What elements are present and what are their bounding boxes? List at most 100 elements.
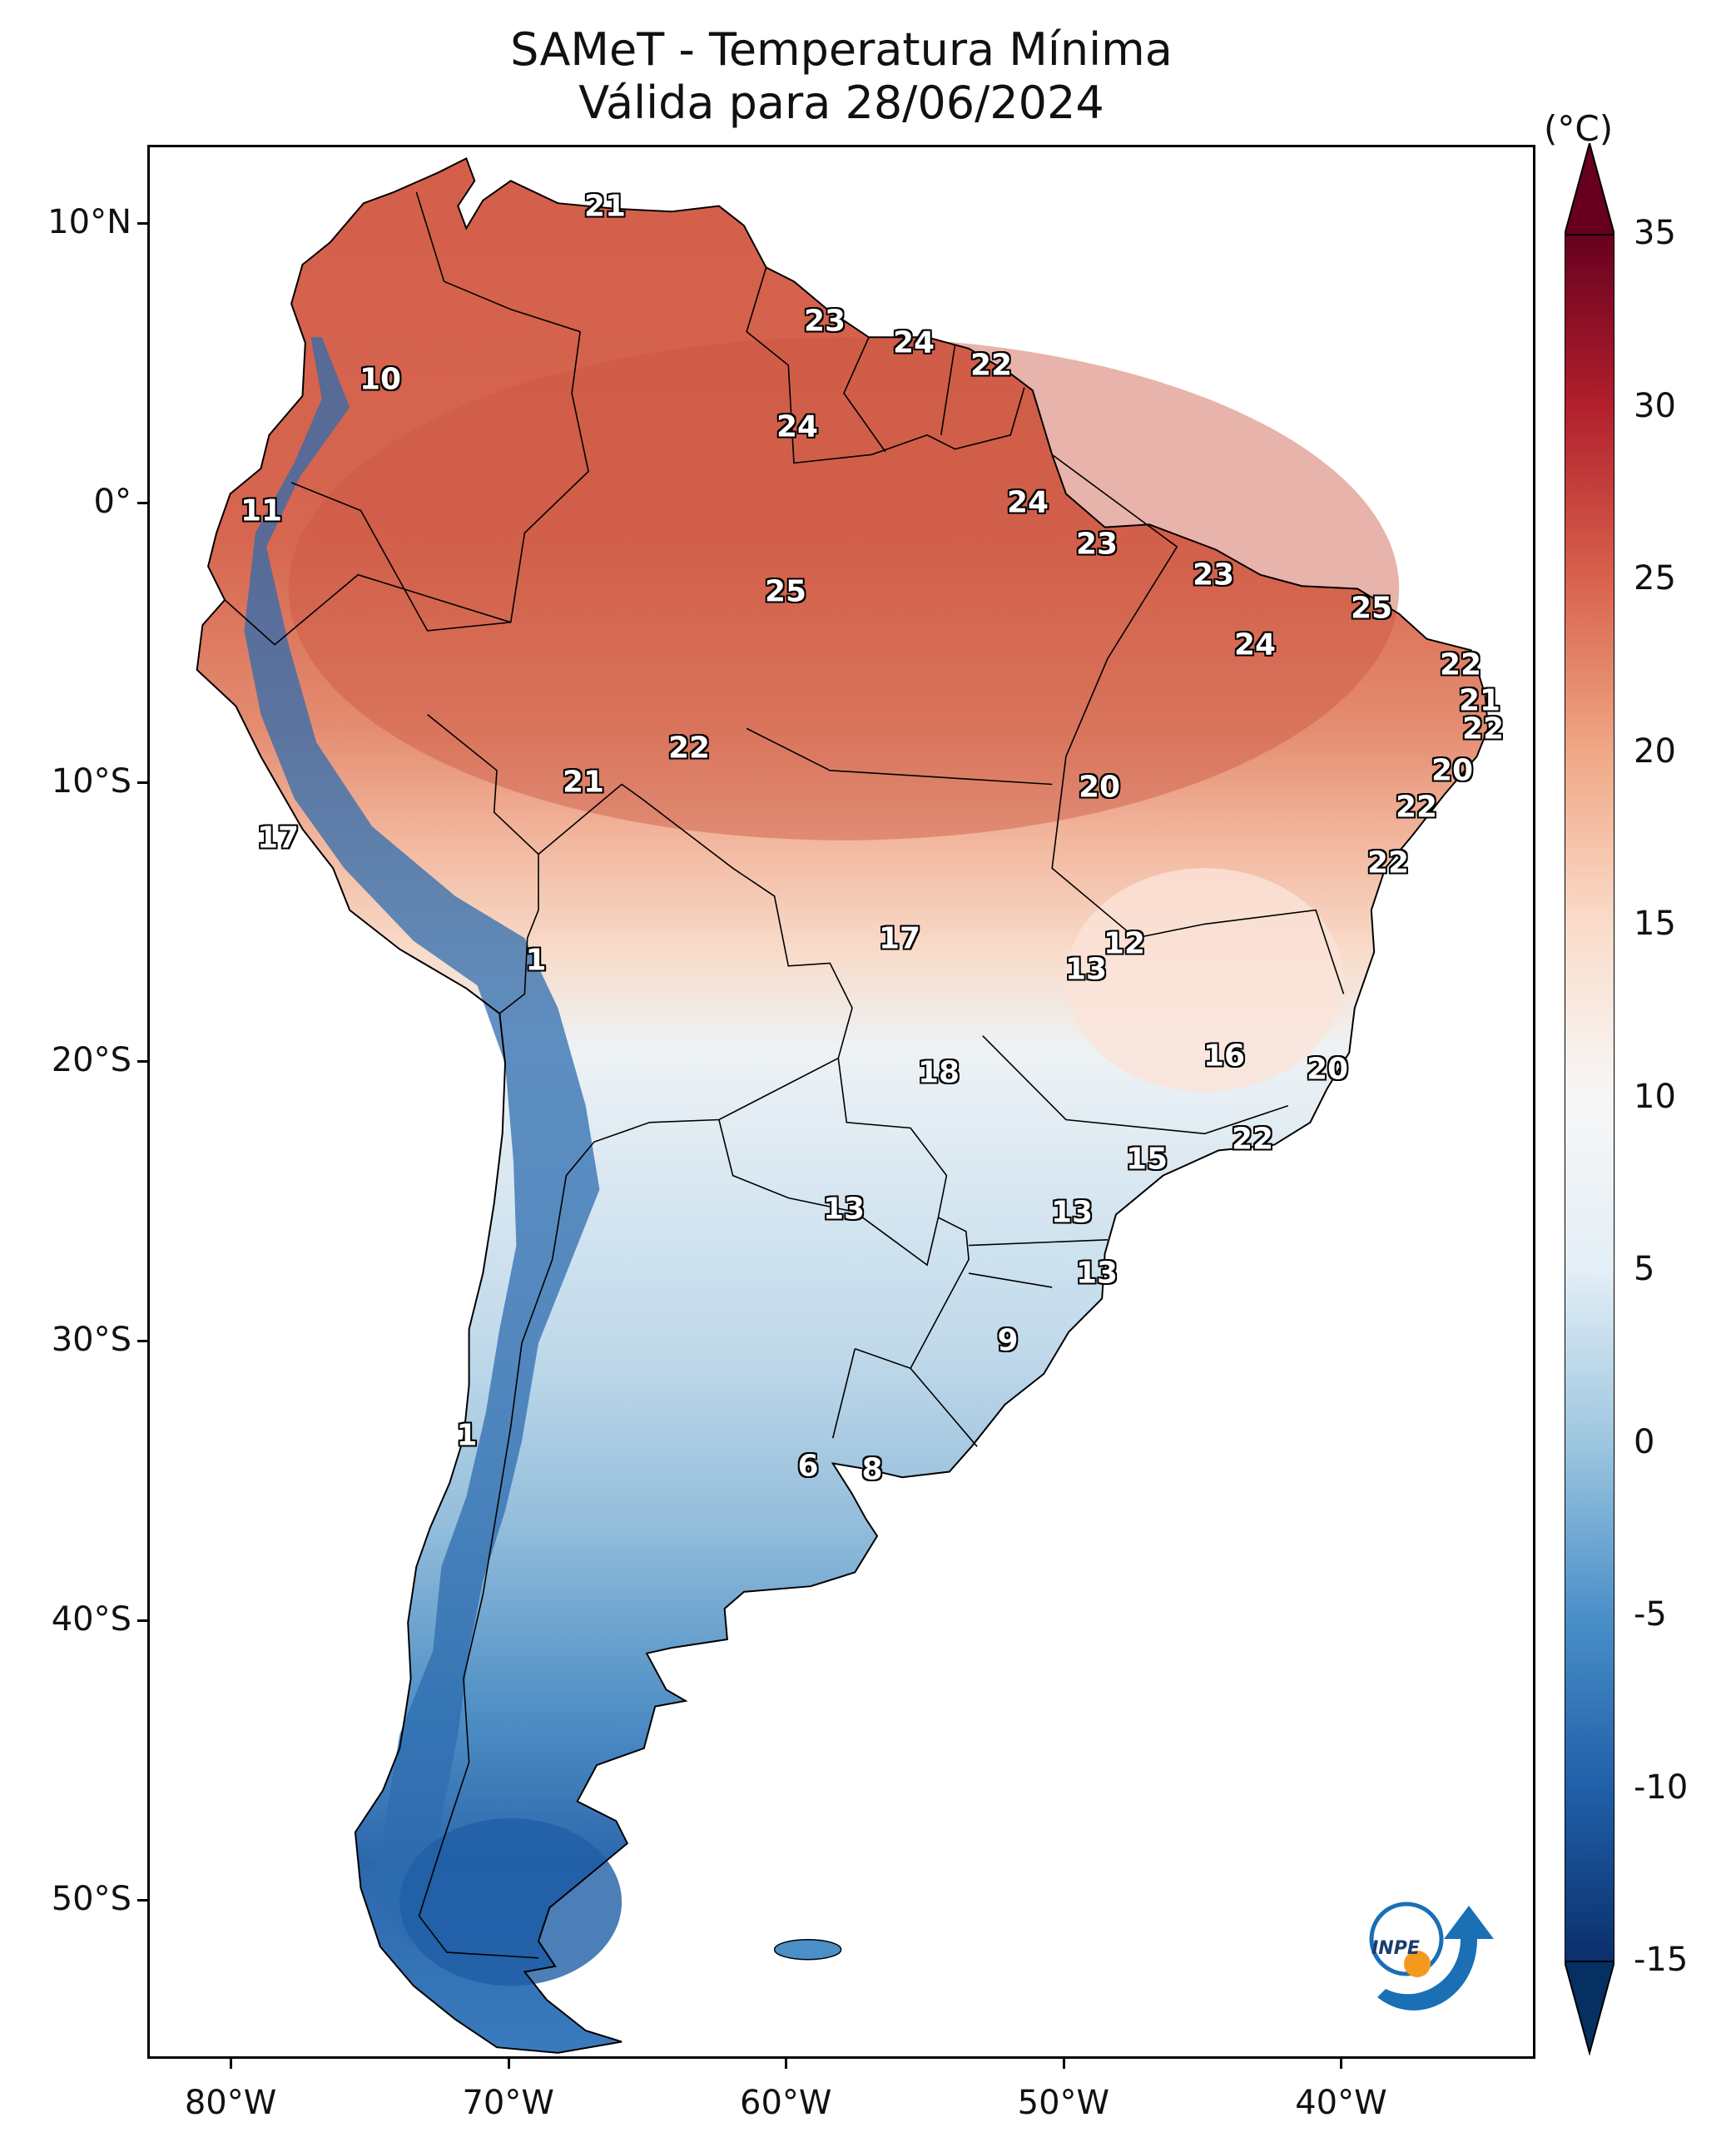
colorbar-unit: (°C): [1544, 108, 1614, 149]
station-temp-label: 9: [997, 1323, 1019, 1358]
border-line: [746, 727, 1053, 786]
station-temp-label: 21: [562, 765, 605, 800]
border-line: [831, 1348, 856, 1439]
station-temp-label: 24: [1006, 485, 1049, 520]
border-line: [418, 783, 853, 1959]
station-temp-label: 20: [1078, 770, 1121, 805]
border-line: [427, 713, 539, 1014]
station-temp-label: 13: [822, 1192, 866, 1227]
border-line: [290, 191, 589, 632]
logo-ring: [1369, 1902, 1444, 1976]
colorbar-tick-label: -15: [1634, 1941, 1689, 1979]
lat-tick-mark: [137, 1619, 147, 1622]
colorbar-tick-label: 20: [1634, 731, 1676, 771]
colorbar-tick-label: 10: [1634, 1077, 1676, 1116]
station-temp-label: 25: [764, 574, 807, 609]
continent-fill: [196, 158, 1489, 2053]
lon-tick-mark: [1062, 2059, 1065, 2069]
station-temp-label: 23: [803, 304, 846, 339]
station-temp-label: 22: [1395, 790, 1438, 825]
border-line: [910, 1217, 970, 1369]
colorbar-body: [1565, 234, 1614, 1962]
station-temp-label: 8: [861, 1452, 883, 1487]
border-line: [968, 1272, 1053, 1288]
lon-tick-mark: [507, 2059, 510, 2069]
station-temp-label: 1: [456, 1418, 478, 1453]
station-temp-label: 17: [878, 921, 921, 956]
colorbar: [1565, 143, 1614, 2056]
country-borders: [196, 157, 1490, 2054]
lat-tick-label: 10°S: [51, 761, 131, 801]
border-line: [1051, 454, 1345, 994]
inpe-logo: INPE: [1369, 1902, 1494, 2011]
andes-cold-band: [244, 337, 622, 1986]
colorbar-tick-label: 15: [1634, 905, 1676, 943]
station-temp-label: 18: [917, 1055, 960, 1090]
map-subtitle: Válida para 28/06/2024: [578, 77, 1104, 129]
station-temp-label: 21: [1458, 683, 1501, 718]
lat-tick-mark: [137, 781, 147, 784]
station-temp-label: 22: [970, 348, 1013, 383]
station-temp-label: 13: [1064, 952, 1108, 987]
lon-tick-label: 60°W: [740, 2084, 832, 2122]
border-line: [718, 1058, 948, 1267]
lon-tick-label: 50°W: [1017, 2084, 1110, 2122]
lat-tick-label: 0°: [93, 482, 131, 521]
station-temp-label: 6: [797, 1449, 819, 1484]
station-temp-label: 10: [359, 362, 402, 397]
border-line: [969, 1239, 1108, 1247]
colorbar-bottom-arrow: [1565, 1961, 1614, 2056]
station-temp-label: 11: [240, 493, 283, 528]
station-temp-label: 25: [1350, 591, 1393, 626]
land-layer: [196, 158, 1489, 2053]
station-temp-label: 22: [1231, 1122, 1274, 1157]
border-line: [746, 267, 1025, 464]
colorbar-tick-label: 35: [1634, 214, 1676, 252]
lon-tick-mark: [785, 2059, 788, 2069]
station-temp-label: 24: [1233, 627, 1277, 662]
patagonia-cold-zone: [399, 1817, 622, 1986]
lon-tick-label: 40°W: [1295, 2084, 1387, 2122]
logo-swoosh: [1377, 1906, 1494, 2011]
coastline: [196, 157, 1490, 2054]
lat-tick-mark: [137, 1060, 147, 1064]
lat-tick-label: 20°S: [51, 1041, 131, 1080]
station-temp-label: 21: [583, 189, 627, 224]
lon-tick-label: 80°W: [184, 2084, 277, 2122]
station-temp-label: 16: [1203, 1039, 1246, 1074]
colorbar-tick-label: 0: [1634, 1422, 1655, 1461]
station-temp-label: 13: [1075, 1256, 1118, 1291]
map-canvas: [196, 157, 1490, 2054]
station-temp-label: 12: [1103, 926, 1146, 961]
border-line: [940, 345, 956, 435]
map-title: SAMeT - Temperatura Mínima: [510, 23, 1173, 76]
station-temp-label: 22: [1439, 647, 1482, 682]
colorbar-tick-label: -10: [1634, 1768, 1689, 1807]
station-temp-label: 24: [776, 409, 819, 444]
station-temp-label: 13: [1050, 1195, 1094, 1230]
station-temp-label: 20: [1306, 1052, 1349, 1087]
lat-tick-mark: [137, 501, 147, 504]
border-line: [982, 1035, 1289, 1135]
colorbar-tick-label: 25: [1634, 559, 1676, 598]
colorbar-tick-label: 5: [1634, 1250, 1655, 1288]
station-temp-label: 24: [892, 325, 935, 360]
station-temp-label: 22: [667, 731, 711, 766]
station-temp-label: 22: [1461, 712, 1505, 746]
station-temp-label: 23: [1192, 558, 1235, 593]
station-temp-label: 22: [1366, 845, 1410, 880]
lat-tick-mark: [137, 1898, 147, 1902]
logo-text: INPE: [1371, 1938, 1420, 1959]
lat-tick-label: 40°S: [51, 1599, 131, 1639]
falkland-islands: [773, 1938, 842, 1961]
map-panel: [147, 145, 1535, 2059]
colorbar-top-arrow: [1565, 143, 1614, 236]
lat-tick-label: 10°N: [47, 203, 131, 241]
mild-highlands-zone: [1065, 868, 1344, 1092]
station-temp-label: 17: [256, 821, 300, 855]
lat-tick-mark: [137, 1340, 147, 1343]
lat-tick-mark: [137, 222, 147, 225]
border-line: [224, 573, 511, 646]
station-temp-label: 15: [1125, 1142, 1168, 1177]
lon-tick-mark: [230, 2059, 233, 2069]
